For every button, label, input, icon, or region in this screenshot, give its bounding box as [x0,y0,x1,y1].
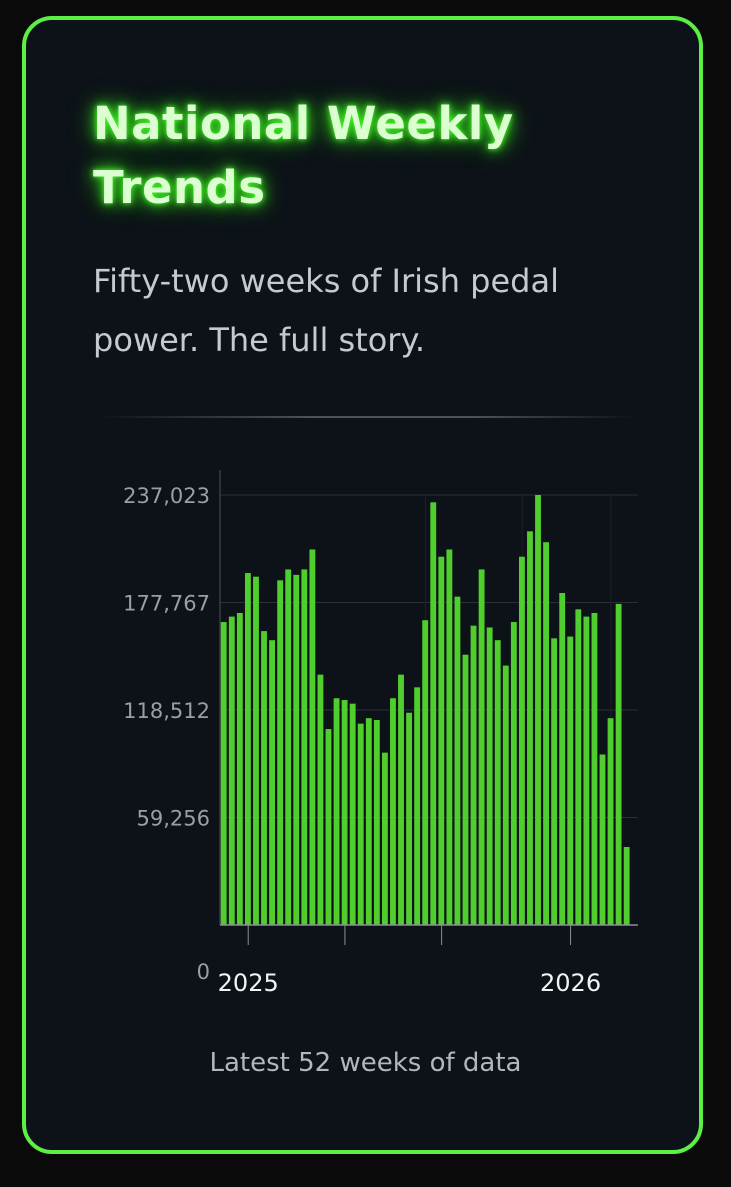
card-title: National Weekly Trends [93,97,514,214]
trends-card [22,16,703,1154]
card-subtitle: Fifty-two weeks of Irish pedal power. Th… [93,262,559,359]
divider [96,416,636,418]
chart-caption: Latest 52 weeks of data [209,1048,522,1078]
